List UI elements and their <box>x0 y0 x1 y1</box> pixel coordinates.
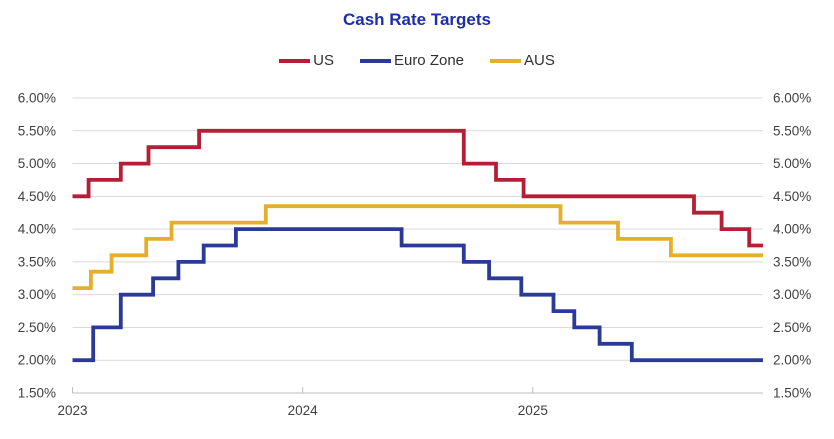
y-axis-label-left: 3.00% <box>18 287 56 302</box>
eurozone-line-swatch <box>359 58 391 63</box>
y-axis-label-right: 4.00% <box>773 222 811 237</box>
legend-label-eurozone: Euro Zone <box>393 52 465 69</box>
legend-item-us: US <box>279 52 334 69</box>
y-axis-label-right: 5.50% <box>773 123 811 138</box>
y-axis-label-right: 4.50% <box>773 189 811 204</box>
y-axis-label-right: 3.50% <box>773 254 811 269</box>
y-axis-label-left: 4.50% <box>18 189 56 204</box>
y-axis-label-right: 1.50% <box>773 386 811 401</box>
us-series-line <box>72 128 763 248</box>
y-axis-label-left: 2.00% <box>18 353 56 368</box>
aus-series-line <box>72 204 763 290</box>
y-axis-label-left: 5.50% <box>18 123 56 138</box>
legend-item-aus: AUS <box>490 52 555 69</box>
y-axis-label-left: 5.00% <box>18 156 56 171</box>
us-line-swatch <box>279 58 311 63</box>
y-axis-label-left: 4.00% <box>18 222 56 237</box>
legend-item-eurozone: Euro Zone <box>359 52 465 69</box>
y-axis-label-left: 2.50% <box>18 320 56 335</box>
y-axis-label-right: 3.00% <box>773 287 811 302</box>
y-axis-label-left: 1.50% <box>18 386 56 401</box>
y-axis-label-right: 5.00% <box>773 156 811 171</box>
x-axis-label: 2024 <box>288 403 319 418</box>
chart-title: Cash Rate Targets <box>342 10 491 29</box>
y-axis-label-right: 2.00% <box>773 353 811 368</box>
x-axis-label: 2025 <box>518 403 548 418</box>
euro-zone-series-line <box>72 227 763 363</box>
y-axis-label-left: 6.00% <box>18 91 56 106</box>
legend-label-aus: AUS <box>524 52 555 69</box>
chart-legend: US Euro Zone AUS <box>0 52 834 69</box>
y-axis-label-right: 2.50% <box>773 320 811 335</box>
y-axis-label-left: 3.50% <box>18 254 56 269</box>
x-axis-label: 2023 <box>57 403 87 418</box>
aus-line-swatch <box>490 58 522 63</box>
legend-label-us: US <box>313 52 334 69</box>
y-axis-label-right: 6.00% <box>773 91 811 106</box>
